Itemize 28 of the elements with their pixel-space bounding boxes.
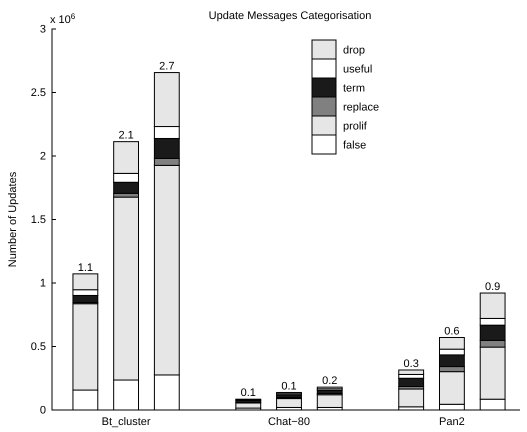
total-label: 0.9 [484,281,500,294]
y-tick-label: 2 [40,150,46,163]
x-tick-label: Pan2 [439,416,465,428]
legend-label: replace [343,102,380,114]
x-tick-label: Chat−80 [268,416,310,428]
y-tick-label: 1 [40,278,46,290]
total-label: 0.2 [322,375,338,388]
total-label: 0.1 [281,380,297,392]
text: x 10$^{6}$ [50,12,76,26]
total-label: 0.1 [240,387,256,400]
x-tick-label: Bt_cluster [102,416,151,428]
legend-label: useful [343,64,372,76]
y-tick-label: 0 [40,404,46,417]
legend-label: term [343,82,365,94]
legend-label: prolif [343,120,368,132]
y-axis-title: Number of Updates [7,171,19,268]
y-tick-label: 1.5 [30,214,46,226]
total-label: 2.7 [159,60,174,73]
total-label: 0.3 [404,358,419,370]
chart-title: Update Messages Categorisation [208,10,372,22]
legend-label: drop [343,44,366,56]
total-label: 2.1 [118,130,134,142]
legend-label: false [343,140,366,152]
total-label: 0.6 [444,325,460,338]
y-tick-label: 3 [40,24,46,36]
y-tick-label: 0.5 [30,341,46,354]
y-tick-label: 2.5 [30,87,46,100]
total-label: 1.1 [78,262,94,274]
